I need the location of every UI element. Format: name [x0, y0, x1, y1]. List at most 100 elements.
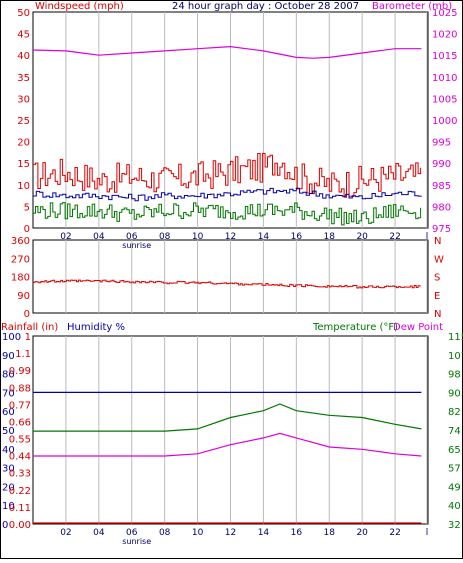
rainfall-tick-label: 0.33	[9, 469, 31, 480]
x-tick-label: 22	[389, 232, 400, 242]
rainfall-tick-label: 0.55	[9, 435, 31, 446]
compass-tick-label: N	[434, 309, 441, 320]
windspeed-tick-label: 15	[17, 159, 30, 170]
x-tick-label: 02	[60, 528, 71, 538]
rainfall-axis-label: Rainfall (in)	[1, 322, 59, 333]
wind-direction-series	[33, 279, 421, 289]
windspeed-tick-label: 20	[17, 138, 30, 149]
x-tick-label: 12	[225, 528, 236, 538]
x-tick-label: 08	[159, 232, 171, 242]
chart-title: 24 hour graph day : October 28 2007	[172, 1, 360, 12]
x-tick-label: 16	[291, 528, 303, 538]
x-tick-label: 12	[225, 232, 236, 242]
barometer-tick-label: 1000	[432, 116, 457, 127]
x-tick-label: 18	[324, 232, 336, 242]
humidity-tick-label: 20	[2, 482, 15, 493]
barometer-tick-label: 1020	[432, 30, 457, 41]
x-tick-label: 08	[159, 528, 171, 538]
rainfall-tick-label: 0.77	[9, 400, 31, 411]
barometer-series	[32, 45, 422, 59]
temperature-tick-label: 40	[448, 501, 461, 512]
rainfall-tick-label: 0.88	[9, 383, 31, 394]
temperature-tick-label: 57	[448, 464, 461, 475]
x-tick-label: 06	[126, 528, 138, 538]
rainfall-tick-label: 0.00	[9, 520, 31, 531]
x-tick-label: 10	[192, 232, 204, 242]
humidity-tick-label: 10	[2, 501, 15, 512]
temperature-tick-label: 98	[448, 370, 461, 381]
rainfall-tick-label: 0.44	[9, 452, 31, 463]
windspeed-tick-label: 10	[17, 181, 30, 192]
temperature-tick-label: 107	[448, 351, 463, 362]
humidity-tick-label: 90	[2, 351, 15, 362]
compass-tick-label: W	[434, 254, 444, 265]
wind-gust-series	[33, 152, 422, 198]
x-tick-label: l	[426, 528, 429, 538]
x-tick-label: 14	[258, 232, 270, 242]
direction-tick-label: 270	[11, 254, 30, 265]
barometer-tick-label: 990	[432, 159, 451, 170]
rainfall-tick-label: 0.22	[9, 486, 31, 497]
windspeed-tick-label: 45	[17, 30, 30, 41]
wind-average-series	[33, 187, 422, 202]
barometer-tick-label: 1015	[432, 51, 457, 62]
x-tick-label: 06	[126, 232, 138, 242]
windspeed-tick-label: 0	[24, 224, 30, 235]
sunrise-label: sunrise	[122, 537, 151, 546]
temperature-series	[33, 403, 422, 432]
x-tick-label: 04	[93, 528, 105, 538]
rainfall-tick-label: 1.1	[15, 349, 31, 360]
windspeed-tick-label: 35	[17, 73, 30, 84]
barometer-tick-label: 1010	[432, 73, 457, 84]
temperature-tick-label: 49	[448, 482, 461, 493]
humidity-tick-label: 100	[2, 332, 21, 343]
rainfall-tick-label: 0.66	[9, 417, 31, 428]
humidity-tick-label: 50	[2, 426, 15, 437]
rainfall-tick-label: 1	[25, 332, 31, 343]
x-tick-label: l	[426, 232, 429, 242]
x-tick-label: 02	[60, 232, 71, 242]
rainfall-tick-label: 0.11	[9, 503, 31, 514]
barometer-tick-label: 985	[432, 181, 451, 192]
temperature-tick-label: 90	[448, 388, 461, 399]
rainfall-tick-label: 0.99	[9, 366, 31, 377]
compass-tick-label: N	[434, 236, 441, 247]
x-tick-label: 16	[291, 232, 303, 242]
humidity-tick-label: 30	[2, 464, 15, 475]
x-tick-label: 04	[93, 232, 105, 242]
sunrise-label: sunrise	[122, 241, 151, 250]
x-tick-label: 20	[356, 528, 368, 538]
dewpoint-axis-label: Dew Point	[393, 322, 444, 333]
barometer-tick-label: 1005	[432, 94, 457, 105]
x-tick-label: 22	[389, 528, 400, 538]
compass-tick-label: S	[434, 273, 440, 284]
barometer-tick-label: 975	[432, 224, 451, 235]
compass-tick-label: E	[434, 291, 440, 302]
direction-tick-label: 180	[11, 273, 30, 284]
direction-tick-label: 0	[24, 309, 30, 320]
wind-low-series	[33, 202, 422, 226]
x-tick-label: 20	[356, 232, 368, 242]
windspeed-tick-label: 5	[24, 202, 30, 213]
barometer-tick-label: 995	[432, 138, 451, 149]
temperature-tick-label: 32	[448, 520, 461, 531]
x-tick-label: 10	[192, 528, 204, 538]
temperature-tick-label: 65	[448, 445, 461, 456]
windspeed-tick-label: 50	[17, 8, 30, 19]
windspeed-tick-label: 25	[17, 116, 30, 127]
humidity-tick-label: 80	[2, 370, 15, 381]
temperature-tick-label: 74	[448, 426, 461, 437]
x-tick-label: 14	[258, 528, 270, 538]
humidity-tick-label: 60	[2, 407, 15, 418]
direction-tick-label: 360	[11, 236, 30, 247]
dewpoint-series	[33, 432, 422, 457]
barometer-tick-label: 1025	[432, 8, 457, 19]
windspeed-axis-label: Windspeed (mph)	[35, 1, 124, 12]
humidity-tick-label: 70	[2, 388, 15, 399]
barometer-tick-label: 980	[432, 202, 451, 213]
windspeed-tick-label: 30	[17, 94, 30, 105]
x-tick-label: 18	[324, 528, 336, 538]
temperature-tick-label: 115	[448, 332, 463, 343]
